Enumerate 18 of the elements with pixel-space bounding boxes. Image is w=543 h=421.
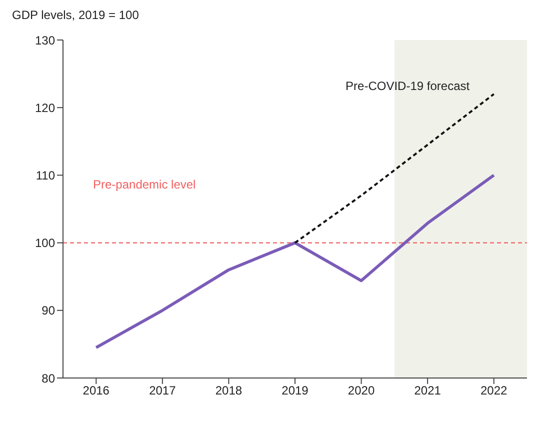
y-tick-label: 100 [34, 236, 56, 250]
y-tick-label: 80 [42, 371, 56, 386]
x-tick-label: 2016 [82, 384, 110, 398]
line-series [94, 174, 496, 350]
line-series [294, 93, 495, 244]
y-tick-label: 130 [34, 33, 56, 48]
x-tick-label: 2020 [348, 384, 375, 398]
x-tick-label: 2021 [414, 384, 442, 398]
y-tick-label: 110 [36, 168, 56, 182]
x-tick-label: 2018 [215, 384, 242, 398]
chart-title: GDP levels, 2019 = 100 [12, 8, 139, 22]
y-tick-label: 120 [34, 100, 56, 115]
y-tick-label: 90 [42, 304, 56, 318]
x-tick-label: 2017 [149, 384, 176, 398]
series-label: Pre-COVID-19 forecast [346, 78, 470, 93]
ref-line-label: Pre-pandemic level [93, 177, 196, 192]
x-tick-label: 2019 [282, 384, 309, 398]
x-tick-label: 2022 [480, 384, 508, 398]
